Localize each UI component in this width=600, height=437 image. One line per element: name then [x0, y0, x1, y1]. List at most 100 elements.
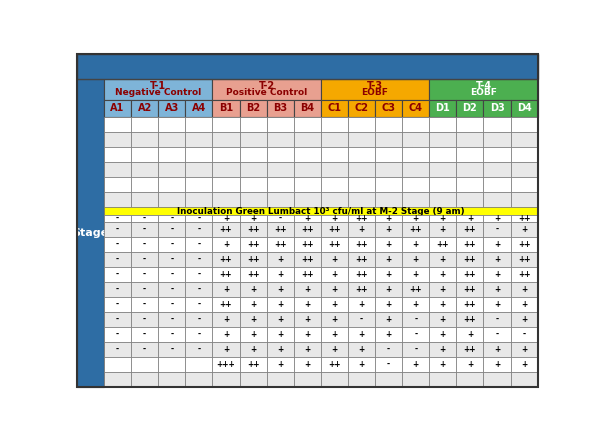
Bar: [348, 215, 375, 222]
Text: -: -: [170, 285, 173, 294]
Bar: [429, 252, 457, 267]
Text: ++: ++: [464, 270, 476, 279]
Text: +: +: [467, 330, 473, 339]
Bar: [239, 117, 266, 132]
Text: B2: B2: [246, 104, 260, 114]
Bar: [402, 215, 429, 222]
Text: +: +: [467, 214, 473, 223]
Bar: [429, 237, 457, 252]
Text: T-1: T-1: [150, 81, 166, 91]
Bar: [131, 117, 158, 132]
Text: +: +: [358, 345, 365, 354]
Bar: [321, 312, 348, 327]
Text: Positive Control: Positive Control: [226, 88, 307, 97]
Bar: [457, 117, 484, 132]
Bar: [294, 252, 321, 267]
Bar: [294, 162, 321, 177]
Text: -: -: [143, 345, 146, 354]
Bar: [239, 312, 266, 327]
Bar: [185, 117, 212, 132]
Text: +: +: [277, 300, 283, 309]
Text: -: -: [170, 240, 173, 249]
Bar: [104, 192, 131, 207]
Bar: [511, 237, 538, 252]
Text: -: -: [143, 270, 146, 279]
Bar: [348, 117, 375, 132]
Bar: [185, 237, 212, 252]
Text: A3: A3: [164, 104, 179, 114]
Text: B3: B3: [273, 104, 287, 114]
Text: +: +: [440, 330, 446, 339]
Text: -: -: [170, 315, 173, 324]
Bar: [484, 267, 511, 282]
Bar: [104, 312, 131, 327]
Text: ++: ++: [464, 315, 476, 324]
Bar: [511, 215, 538, 222]
Bar: [484, 162, 511, 177]
Text: -: -: [116, 270, 119, 279]
Bar: [158, 100, 185, 117]
Bar: [185, 222, 212, 237]
Text: +: +: [385, 285, 392, 294]
Bar: [348, 327, 375, 342]
Bar: [104, 100, 131, 117]
Text: +: +: [331, 300, 338, 309]
Text: +: +: [223, 315, 229, 324]
Bar: [348, 297, 375, 312]
Text: +: +: [494, 300, 500, 309]
Bar: [511, 267, 538, 282]
Text: +: +: [250, 345, 256, 354]
Bar: [402, 282, 429, 297]
Bar: [511, 327, 538, 342]
Text: +: +: [304, 300, 310, 309]
Bar: [266, 147, 294, 162]
Bar: [185, 267, 212, 282]
Bar: [212, 312, 239, 327]
Text: +: +: [331, 255, 338, 264]
Text: ++: ++: [464, 255, 476, 264]
Text: ++: ++: [355, 270, 368, 279]
Bar: [294, 312, 321, 327]
Bar: [239, 372, 266, 387]
Bar: [104, 215, 131, 222]
Bar: [375, 267, 402, 282]
Text: D1: D1: [436, 104, 450, 114]
Bar: [375, 177, 402, 192]
Bar: [511, 357, 538, 372]
Text: +: +: [385, 225, 392, 234]
Bar: [402, 117, 429, 132]
Bar: [429, 372, 457, 387]
Bar: [266, 132, 294, 147]
Bar: [294, 222, 321, 237]
Text: Inoculation Green Lumbact 10³ cfu/ml at M-2 Stage (9 am): Inoculation Green Lumbact 10³ cfu/ml at …: [177, 207, 464, 215]
Bar: [294, 282, 321, 297]
Text: +: +: [413, 255, 419, 264]
Bar: [104, 132, 131, 147]
Bar: [212, 252, 239, 267]
Text: ++: ++: [301, 255, 314, 264]
Bar: [321, 177, 348, 192]
Bar: [212, 222, 239, 237]
Text: +: +: [304, 315, 310, 324]
Text: -: -: [523, 330, 526, 339]
Bar: [402, 237, 429, 252]
Bar: [484, 117, 511, 132]
Bar: [212, 177, 239, 192]
Bar: [131, 222, 158, 237]
Text: -: -: [496, 225, 499, 234]
Bar: [158, 267, 185, 282]
Bar: [212, 100, 239, 117]
Bar: [429, 342, 457, 357]
Text: ++: ++: [247, 255, 259, 264]
Text: -: -: [197, 270, 200, 279]
Bar: [239, 192, 266, 207]
Bar: [511, 100, 538, 117]
Bar: [77, 79, 104, 387]
Bar: [212, 357, 239, 372]
Text: +: +: [250, 330, 256, 339]
Bar: [239, 132, 266, 147]
Bar: [484, 297, 511, 312]
Bar: [402, 177, 429, 192]
Text: -: -: [197, 315, 200, 324]
Bar: [266, 372, 294, 387]
